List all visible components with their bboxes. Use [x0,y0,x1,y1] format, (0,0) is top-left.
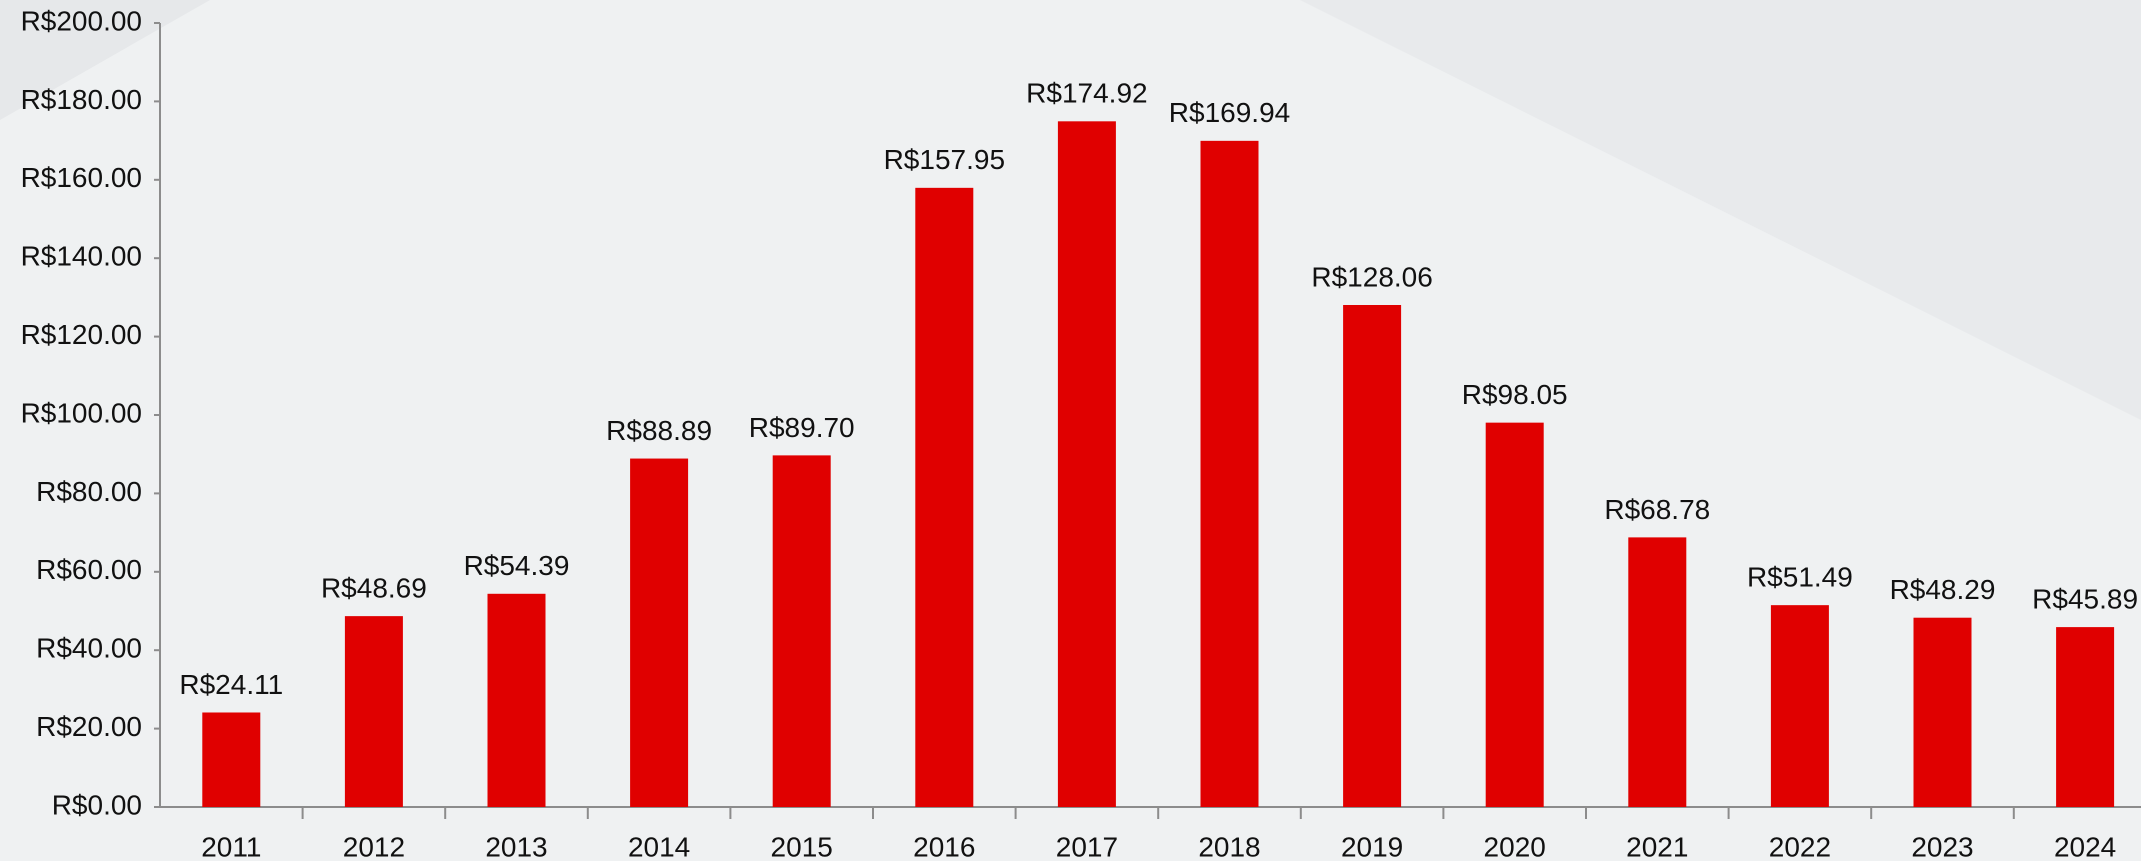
data-label: R$24.11 [179,669,283,700]
bar [630,458,689,807]
x-tick-label: 2019 [1341,831,1403,861]
data-label: R$174.92 [1026,78,1147,109]
x-tick-label: 2012 [343,831,405,861]
bar [344,616,403,807]
bar [1057,121,1116,807]
x-tick-label: 2021 [1626,831,1688,861]
x-tick-label: 2011 [201,831,261,861]
x-tick-label: 2024 [2054,831,2116,861]
y-tick-label: R$200.00 [21,5,142,36]
bar [2056,627,2115,807]
data-label: R$48.29 [1890,574,1996,605]
y-tick-label: R$20.00 [36,711,142,742]
x-tick-label: 2018 [1198,831,1260,861]
x-tick-label: 2013 [485,831,547,861]
y-tick-label: R$100.00 [21,397,142,428]
bar [1770,605,1829,807]
bar [772,455,831,807]
data-label: R$98.05 [1462,379,1568,410]
bar [1913,617,1972,807]
y-tick-label: R$60.00 [36,554,142,585]
data-label: R$68.78 [1604,494,1710,525]
x-tick-label: 2020 [1484,831,1546,861]
bar [1200,140,1259,807]
x-tick-label: 2017 [1056,831,1118,861]
x-tick-label: 2016 [913,831,975,861]
data-label: R$89.70 [749,412,855,443]
data-label: R$51.49 [1747,562,1853,593]
bar [915,187,974,807]
data-label: R$48.69 [321,573,427,604]
data-label: R$88.89 [606,415,712,446]
data-label: R$157.95 [884,144,1005,175]
y-tick-label: R$40.00 [36,633,142,664]
data-label: R$54.39 [464,550,570,581]
data-label: R$169.94 [1169,97,1290,128]
bar [202,712,261,807]
data-label: R$45.89 [2032,584,2138,615]
x-tick-label: 2014 [628,831,690,861]
y-tick-label: R$140.00 [21,241,142,272]
background-shape [0,0,210,120]
bar [1628,537,1687,807]
bar [1485,422,1544,807]
bar [487,593,546,807]
x-tick-label: 2015 [771,831,833,861]
data-label: R$128.06 [1311,261,1432,292]
y-tick-label: R$180.00 [21,84,142,115]
background-shape [1300,0,2141,420]
y-tick-label: R$160.00 [21,162,142,193]
x-tick-label: 2023 [1911,831,1973,861]
y-tick-label: R$80.00 [36,476,142,507]
y-tick-label: R$120.00 [21,319,142,350]
y-tick-label: R$0.00 [52,789,142,820]
bar [1343,305,1402,807]
x-tick-label: 2022 [1769,831,1831,861]
